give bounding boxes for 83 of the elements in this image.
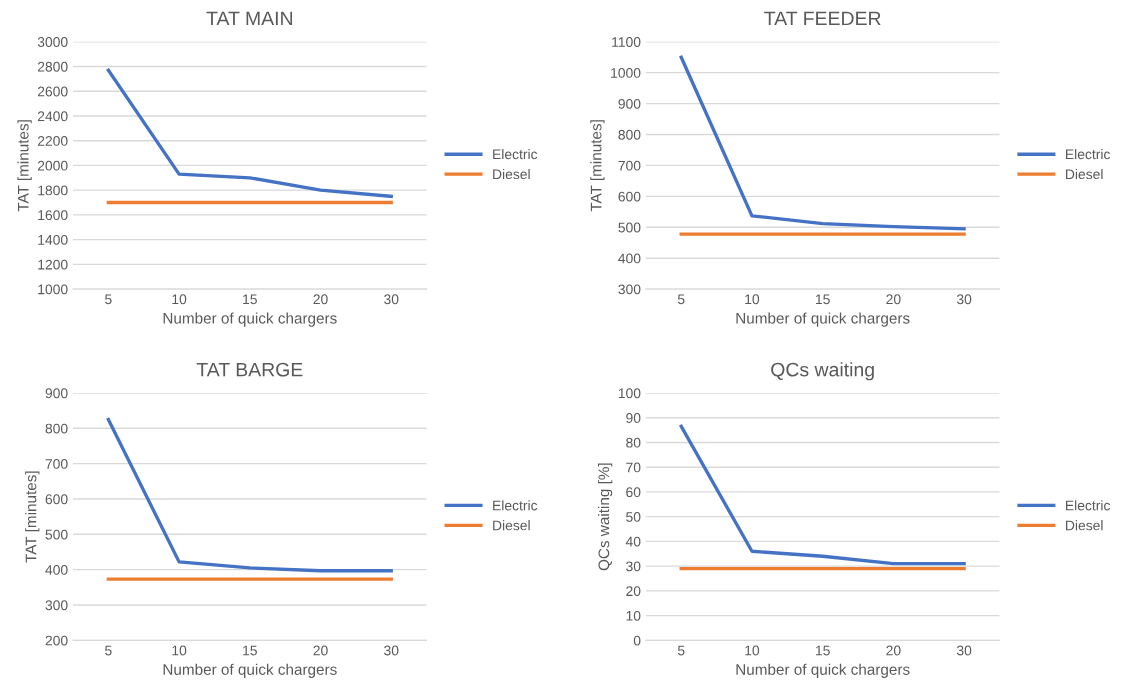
y-tick-label: 60 (626, 487, 641, 498)
x-tick-label: 15 (243, 294, 257, 305)
legend-label: Electric (1066, 149, 1111, 160)
y-tick-label: 400 (45, 564, 68, 575)
legend-label: Electric (493, 500, 538, 511)
y-tick-label: 400 (618, 253, 641, 264)
y-axis-title: TAT [minutes] (17, 120, 32, 212)
y-tick-label: 70 (626, 462, 641, 473)
y-tick-label: 800 (618, 129, 641, 140)
x-tick-label: 10 (745, 645, 760, 656)
x-tick-label: 10 (745, 294, 760, 305)
legend-label: Diesel (1066, 168, 1103, 180)
y-tick-label: 1800 (38, 185, 68, 196)
x-tick-label: 5 (677, 294, 685, 305)
chart-title: TAT FEEDER (764, 11, 881, 26)
y-tick-label: 1200 (38, 259, 68, 270)
y-tick-label: 600 (45, 494, 68, 505)
x-tick-label: 15 (243, 645, 257, 656)
legend-label: Diesel (1066, 520, 1103, 531)
x-tick-label: 20 (313, 294, 328, 305)
x-tick-label: 20 (886, 645, 901, 656)
x-tick-label: 10 (172, 294, 187, 305)
y-tick-label: 1100 (612, 37, 641, 47)
y-tick-label: 300 (45, 600, 68, 611)
y-tick-label: 40 (625, 536, 641, 547)
line-series (106, 68, 393, 199)
y-tick-label: 0 (633, 635, 641, 646)
y-axis-title: QCs waiting [%] (598, 463, 613, 571)
y-tick-label: 200 (45, 635, 68, 646)
y-tick-label: 50 (626, 511, 641, 522)
y-tick-label: 700 (618, 160, 641, 171)
y-tick-label: 900 (45, 388, 68, 399)
legend-label: Electric (493, 149, 538, 160)
y-tick-label: 2400 (37, 111, 68, 122)
y-tick-label: 500 (45, 529, 68, 540)
y-tick-label: 80 (626, 437, 641, 448)
y-tick-label: 100 (618, 388, 641, 399)
x-axis-title: Number of quick chargers (736, 312, 910, 327)
y-tick-label: 90 (626, 413, 641, 423)
x-tick-label: 15 (816, 645, 830, 656)
y-tick-label: 20 (626, 586, 641, 597)
x-tick-label: 30 (384, 294, 399, 305)
x-tick-label: 10 (172, 645, 187, 656)
y-tick-label: 800 (45, 423, 68, 434)
chart-title: QCs waiting (771, 362, 874, 381)
x-tick-label: 5 (105, 645, 112, 656)
y-tick-label: 2000 (37, 160, 68, 171)
legend-label: Electric (1066, 500, 1111, 511)
y-tick-label: 10 (626, 610, 641, 621)
x-tick-label: 20 (313, 645, 328, 656)
x-axis-title: Number of quick chargers (163, 663, 337, 678)
y-tick-label: 3000 (37, 37, 68, 47)
x-tick-label: 30 (956, 294, 972, 305)
legend-label: Diesel (493, 168, 530, 180)
y-tick-label: 500 (618, 222, 641, 233)
y-tick-label: 1000 (38, 284, 68, 295)
y-tick-label: 700 (45, 458, 68, 469)
x-tick-label: 15 (816, 294, 830, 305)
x-tick-label: 30 (384, 645, 399, 656)
y-tick-label: 30 (626, 561, 641, 572)
y-axis-title: TAT [minutes] (590, 120, 605, 212)
y-axis-title: TAT [minutes] (25, 471, 40, 563)
x-tick-label: 20 (886, 294, 901, 305)
y-tick-label: 1400 (38, 234, 68, 245)
x-tick-label: 30 (956, 645, 972, 656)
line-series (679, 55, 966, 231)
line-series (679, 424, 966, 566)
y-tick-label: 900 (618, 98, 641, 109)
legend-label: Diesel (493, 520, 530, 531)
y-tick-label: 600 (618, 191, 641, 202)
y-tick-label: 2600 (37, 86, 68, 97)
y-tick-label: 2800 (37, 61, 68, 72)
chart-title: TAT BARGE (196, 362, 303, 377)
y-tick-label: 1000 (611, 68, 641, 78)
chart-title: TAT MAIN (206, 11, 292, 26)
x-tick-label: 5 (677, 645, 685, 656)
x-tick-label: 5 (105, 294, 112, 305)
y-tick-label: 1600 (38, 210, 68, 221)
y-tick-label: 300 (618, 284, 641, 295)
y-tick-label: 2200 (37, 136, 68, 146)
line-series (106, 417, 393, 573)
x-axis-title: Number of quick chargers (163, 312, 337, 327)
x-axis-title: Number of quick chargers (736, 663, 910, 678)
